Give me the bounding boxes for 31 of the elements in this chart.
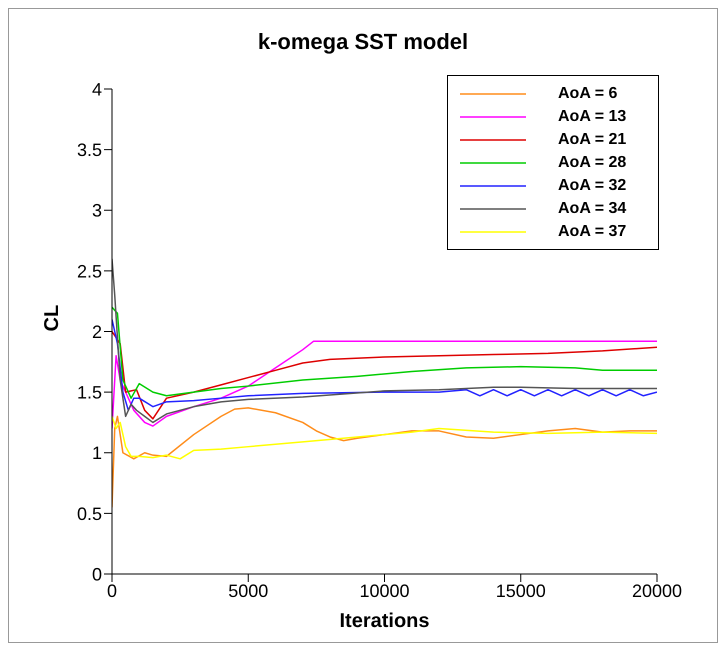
x-tick-label: 5000 — [228, 580, 268, 601]
x-tick-label: 0 — [106, 580, 118, 601]
y-tick-label: 0.5 — [76, 504, 102, 524]
line-series — [112, 407, 657, 508]
y-tick-label: 1.5 — [76, 382, 102, 403]
line-series — [112, 258, 657, 424]
legend-label: AoA = 37 — [558, 222, 626, 240]
y-tick-label: 4 — [92, 79, 102, 100]
legend-label: AoA = 28 — [558, 154, 626, 172]
legend-label: AoA = 6 — [558, 84, 618, 102]
y-tick-label: 2 — [92, 322, 102, 342]
line-series — [112, 340, 657, 430]
y-tick-label: 0 — [92, 564, 102, 584]
y-tick-label: 1 — [92, 443, 102, 464]
x-tick-label: 15000 — [496, 580, 546, 601]
y-tick-label: 3 — [92, 200, 102, 221]
y-axis-title: CL — [41, 304, 64, 332]
line-series — [112, 330, 657, 420]
chart-title: k-omega SST model — [256, 29, 470, 55]
y-tick-label: 2.5 — [76, 261, 102, 282]
legend-label: AoA = 34 — [558, 200, 626, 218]
x-axis-title: Iterations — [339, 610, 430, 632]
legend-label: AoA = 21 — [558, 130, 626, 148]
legend-label: AoA = 32 — [558, 176, 626, 194]
line-series — [112, 416, 657, 460]
y-tick-label: 3.5 — [76, 140, 102, 160]
legend-label: AoA = 13 — [558, 108, 626, 126]
line-series — [112, 306, 657, 399]
x-tick-label: 20000 — [632, 580, 682, 601]
x-tick-label: 10000 — [359, 580, 410, 601]
line-series — [112, 318, 657, 412]
